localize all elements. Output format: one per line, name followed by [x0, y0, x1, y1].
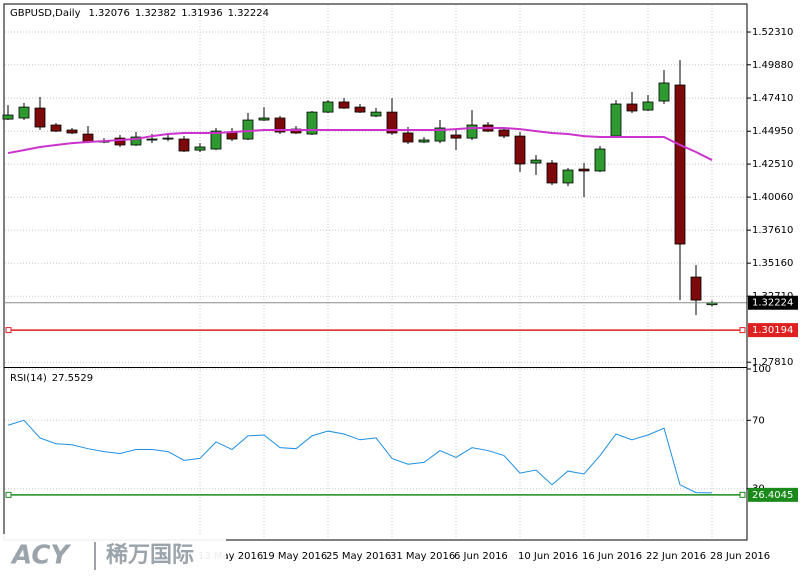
x-tick-label: 22 Jun 2016: [646, 551, 706, 562]
candle-body: [450, 134, 462, 139]
candle-body: [194, 146, 206, 151]
x-tick-label: 13 May 2016: [198, 551, 263, 562]
logo-background: [0, 534, 226, 577]
candle-body: [546, 162, 558, 184]
candle-body: [530, 159, 542, 164]
candle-body: [274, 117, 286, 133]
logo: ACY 稀万国际: [0, 534, 226, 577]
last-high: 1.32382: [135, 8, 176, 19]
y-tick-label: 1.35160: [752, 258, 793, 269]
candle-body: [386, 111, 398, 134]
rsi-line: [7, 419, 713, 494]
candle-body: [178, 138, 190, 152]
y-tick-label: 1.44950: [752, 126, 793, 137]
rsi-title: RSI(14) 27.5529: [10, 373, 93, 384]
moving-average: [7, 126, 713, 161]
level-handle: [739, 327, 746, 334]
level-box: [748, 487, 798, 502]
current-price-box: [748, 295, 798, 310]
candle-body: [514, 135, 526, 165]
rsi-last: 27.5529: [52, 373, 93, 384]
chart-frame: [3, 3, 748, 541]
y-tick-label: 1.37610: [752, 225, 793, 236]
candle-body: [370, 111, 382, 117]
y-tick-label: 1.42510: [752, 159, 793, 170]
y-tick-label: 1.49880: [752, 60, 793, 71]
candle-body: [338, 101, 350, 109]
y-tick-label: 70: [752, 415, 765, 426]
last-low: 1.31936: [181, 8, 222, 19]
candle-body: [354, 106, 366, 113]
candle-body: [210, 130, 222, 150]
candle-body: [258, 117, 270, 121]
candle-body: [322, 101, 334, 113]
logo-brand: ACY: [10, 541, 72, 571]
current-price-label: 1.32224: [752, 298, 793, 309]
price-title: GBPUSD,Daily 1.32076 1.32382 1.31936 1.32224: [10, 8, 269, 19]
candle-body: [466, 124, 478, 139]
candle-body: [50, 124, 62, 132]
y-tick-label: 1.27810: [752, 357, 793, 368]
candle-body: [594, 148, 606, 172]
candle-body: [418, 139, 430, 143]
x-tick-label: 19 May 2016: [262, 551, 327, 562]
candle-body: [114, 137, 126, 146]
x-tick-label: 25 May 2016: [326, 551, 391, 562]
x-tick-label: 28 Jun 2016: [710, 551, 770, 562]
y-tick-label: 100: [752, 364, 771, 375]
level-handle: [5, 491, 12, 498]
level-box: [748, 323, 798, 338]
level-handle: [5, 327, 12, 334]
candle-body: [562, 169, 574, 184]
candle-body: [626, 103, 638, 112]
candle-body: [18, 106, 30, 119]
logo-name: 稀万国际: [106, 542, 194, 568]
candle-body: [658, 82, 670, 102]
candle-body: [610, 103, 622, 137]
candle-body: [674, 84, 686, 245]
x-tick-label: 16 Jun 2016: [582, 551, 642, 562]
candle-body: [130, 136, 142, 146]
candle-body: [306, 111, 318, 135]
x-tick-label: 6 Jun 2016: [454, 551, 508, 562]
candle-body: [2, 114, 14, 120]
candle-body: [434, 127, 446, 142]
candle-body: [642, 101, 654, 111]
x-tick-label: 10 Jun 2016: [518, 551, 578, 562]
candle-body: [498, 129, 510, 137]
x-tick-label: 31 May 2016: [390, 551, 455, 562]
rsi-name: RSI(14): [10, 373, 47, 384]
y-tick-label: 1.40060: [752, 192, 793, 203]
level-label: 1.30194: [752, 325, 793, 336]
candle-body: [66, 129, 78, 134]
last-close: 1.32224: [228, 8, 269, 19]
candle-body: [578, 168, 590, 172]
y-tick-label: 1.52310: [752, 27, 793, 38]
y-tick-label: 1.47410: [752, 93, 793, 104]
level-handle: [739, 491, 746, 498]
candle-body: [402, 132, 414, 143]
last-open: 1.32076: [89, 8, 130, 19]
level-label: 26.4045: [752, 490, 793, 501]
candle-body: [162, 137, 174, 140]
candle-body: [146, 138, 158, 141]
symbol-title: GBPUSD,Daily: [10, 8, 81, 19]
candle-body: [34, 107, 46, 128]
candle-body: [690, 276, 702, 301]
candle-body: [242, 119, 254, 140]
